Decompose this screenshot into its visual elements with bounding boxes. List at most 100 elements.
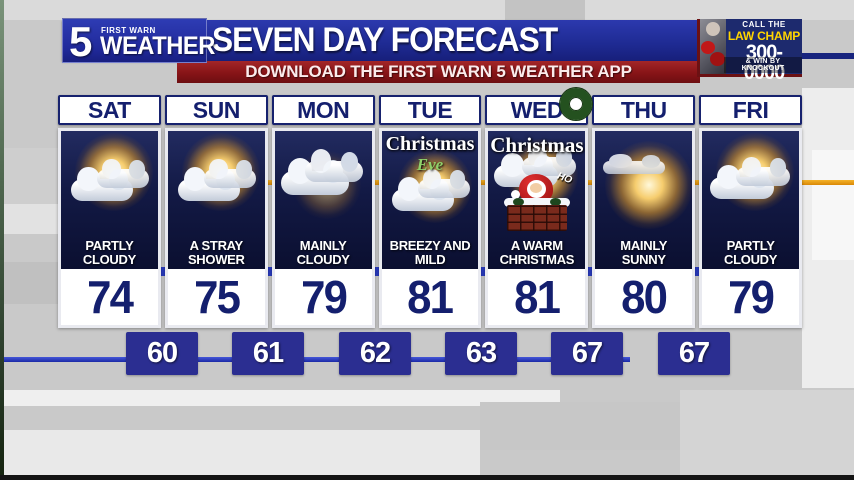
ad-line1: CALL THE: [742, 20, 786, 29]
forecast-column-mon: MON MAINLY CLOUDY 79: [271, 95, 375, 328]
sun-behind-clouds-icon: [702, 131, 799, 231]
high-temp: 79: [728, 271, 775, 323]
background-block: [0, 390, 560, 406]
low-temp-box: 62: [339, 332, 411, 375]
wreath-icon: [560, 88, 593, 120]
day-label-box: THU: [592, 95, 696, 125]
condition-text: PARTLY CLOUDY: [82, 238, 136, 268]
high-temp-box: 79: [274, 269, 372, 325]
santa-in-chimney-icon: Christmas HO: [488, 131, 585, 231]
day-label: THU: [620, 96, 667, 123]
forecast-column-thu: THU MAINLY SUNNY 80: [592, 95, 696, 328]
christmas-eve-text: Eve: [416, 155, 444, 174]
high-temp: 74: [87, 271, 134, 323]
day-panel: Christmas HO: [485, 128, 589, 328]
high-temp: 81: [407, 271, 455, 323]
low-temp-box: 67: [551, 332, 623, 375]
low-temp-box: 63: [445, 332, 517, 375]
day-panel: MAINLY SUNNY 80: [592, 128, 696, 328]
low-temp: 62: [359, 337, 391, 369]
background-block: [680, 390, 854, 476]
high-temp-box: 80: [595, 269, 693, 325]
low-temp: 67: [571, 337, 603, 369]
day-panel: A STRAY SHOWER 75: [164, 128, 268, 328]
station-tagline: FIRST WARN: [101, 26, 156, 35]
high-temp: 79: [300, 271, 348, 323]
bottom-letterbox-bar: [0, 475, 854, 480]
high-temp: 75: [193, 271, 241, 323]
station-channel-number: 5: [69, 18, 93, 65]
background-block: [0, 0, 854, 20]
station-name: WEATHER: [100, 32, 215, 60]
background-block: [480, 402, 680, 450]
condition-text: PARTLY CLOUDY: [724, 238, 778, 268]
lawyer-photo: [700, 19, 726, 74]
day-label-box: SAT: [58, 95, 161, 125]
low-temp: 60: [146, 337, 178, 369]
condition-text: MAINLY SUNNY: [620, 238, 668, 268]
low-temp: 67: [678, 337, 710, 369]
high-temp-box: 79: [702, 269, 800, 325]
day-label: SAT: [88, 96, 131, 123]
header-title-bar: SEVEN DAY FORECAST: [62, 20, 700, 61]
day-label: MON: [297, 96, 350, 123]
condition-text: BREEZY AND MILD: [389, 238, 471, 268]
condition-text: A STRAY SHOWER: [187, 238, 245, 268]
day-panel: PARTLY CLOUDY 74: [58, 128, 161, 328]
left-edge-strip: [0, 0, 4, 480]
day-label: FRI: [732, 96, 769, 123]
low-temp-connector-line: [0, 357, 630, 362]
day-label-box: TUE: [378, 95, 482, 125]
forecast-column-sun: SUN A STRAY SHOWER 75: [164, 95, 268, 328]
sun-behind-clouds-icon: [168, 131, 265, 231]
high-temp-box: 74: [61, 269, 158, 325]
lawyer-head: [706, 22, 720, 36]
christmas-text: Christmas: [490, 133, 584, 157]
mostly-sunny-icon: [595, 131, 693, 231]
day-panel: MAINLY CLOUDY 79: [271, 128, 375, 328]
ad-phone-number: 300-0000: [743, 41, 786, 84]
forecast-column-sat: SAT PARTLY CLOUDY 74: [58, 95, 161, 328]
condition-text: A WARM CHRISTMAS: [499, 238, 575, 268]
background-block: [812, 150, 854, 260]
high-temp-box: 81: [381, 269, 479, 325]
sun-behind-clouds-icon: Christmas Eve: [382, 131, 479, 231]
day-panel: Christmas Eve BREEZY AND MILD 81: [378, 128, 482, 328]
ad-slogan: & WIN BY KNOCKOUT: [724, 57, 802, 73]
low-temp: 61: [252, 337, 284, 369]
sun-behind-clouds-icon: [61, 131, 158, 231]
day-label: SUN: [192, 96, 241, 123]
day-label-box: FRI: [699, 95, 803, 125]
high-temp-box: 75: [167, 269, 265, 325]
app-download-banner: DOWNLOAD THE FIRST WARN 5 WEATHER APP: [177, 61, 700, 83]
banner-text: DOWNLOAD THE FIRST WARN 5 WEATHER APP: [245, 62, 632, 81]
high-temp: 80: [621, 271, 668, 323]
day-label: WED: [510, 96, 564, 123]
forecast-columns: SAT PARTLY CLOUDY 74 SUN: [58, 88, 803, 328]
christmas-eve-text: Christmas: [385, 133, 475, 155]
ad-text-block: CALL THE LAW CHAMP 300-0000: [726, 20, 802, 83]
day-label-box: SUN: [164, 95, 268, 125]
background-block: [0, 262, 58, 304]
santa-graphic: HO: [503, 171, 573, 231]
forecast-column-fri: FRI PARTLY CLOUDY 79: [699, 95, 803, 328]
boxing-glove-icon: [701, 41, 715, 54]
low-temp: 63: [465, 337, 497, 369]
forecast-column-tue: TUE Christmas Eve BREEZY AND MILD 81: [378, 95, 482, 328]
ad-line2: LAW CHAMP: [727, 29, 801, 43]
boxing-glove-icon: [710, 52, 725, 66]
low-temp-box: 67: [658, 332, 730, 375]
day-label-box: WED: [485, 88, 593, 125]
background-block: [0, 430, 480, 476]
background-block: [0, 148, 58, 204]
forecast-column-wed: WED Christmas: [485, 88, 593, 328]
header-blue-line: [802, 53, 854, 59]
station-logo: 5 FIRST WARN WEATHER: [62, 18, 215, 65]
condition-text: MAINLY CLOUDY: [296, 238, 350, 268]
high-temp: 81: [514, 271, 561, 323]
clouds-icon: [275, 131, 372, 231]
background-block: [0, 204, 58, 234]
sponsor-ad: CALL THE LAW CHAMP 300-0000 & WIN BY KNO…: [697, 19, 802, 83]
day-label-box: MON: [271, 95, 375, 125]
